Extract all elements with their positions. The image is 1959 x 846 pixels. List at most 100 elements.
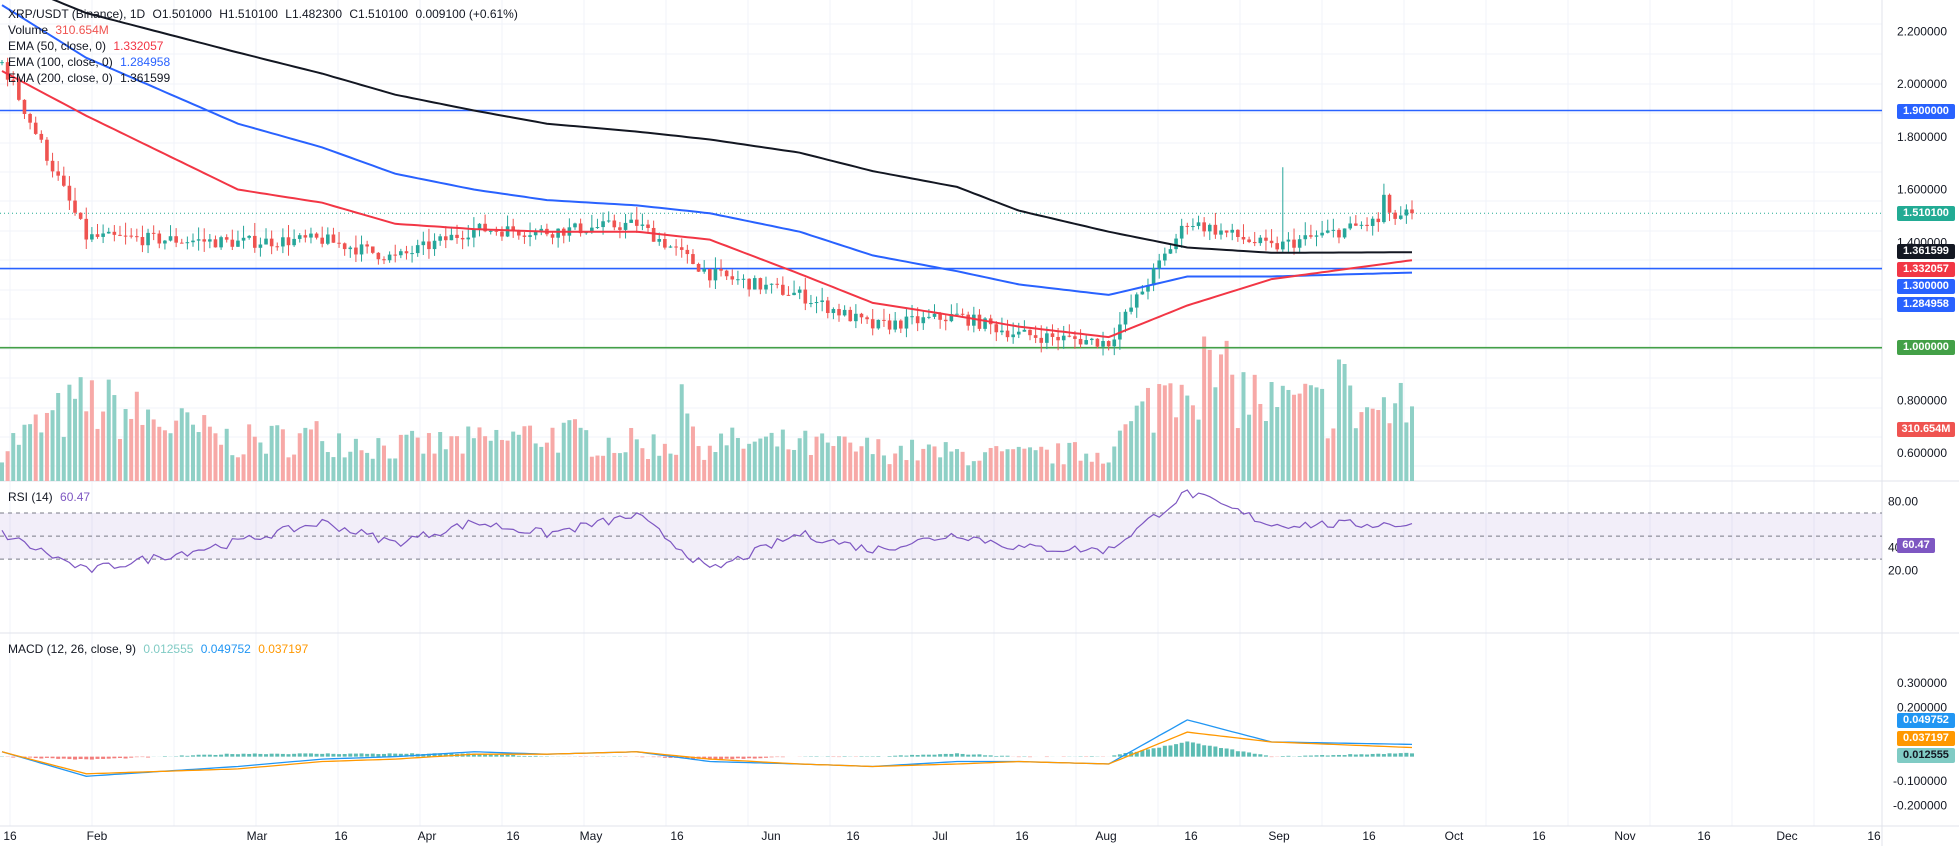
time-axis-label: Mar [247, 829, 268, 843]
macd-label[interactable]: MACD (12, 26, close, 9) [8, 642, 137, 656]
volume-bar [977, 460, 982, 481]
macd-hist-bar [275, 753, 280, 757]
candle-body [1106, 341, 1111, 347]
volume-bar [921, 448, 926, 481]
candle-body [1269, 240, 1274, 244]
candle-body [1325, 230, 1330, 233]
volume-bar [657, 455, 662, 481]
candle-body [893, 320, 897, 330]
volume-bar [1359, 412, 1364, 481]
macd-hist-bar [50, 756, 55, 759]
price-axis-label: 1.800000 [1897, 130, 1947, 144]
volume-bar [763, 436, 768, 481]
macd-hist-bar [1140, 750, 1145, 757]
volume-bar [578, 427, 583, 481]
candle-body [466, 237, 471, 240]
candle-body [1011, 334, 1015, 338]
volume-bar [286, 457, 291, 481]
macd-hist-bar [1190, 742, 1195, 757]
macd-hist-bar [741, 756, 746, 759]
macd-hist-bar [477, 754, 482, 757]
candle-body [634, 219, 639, 226]
ema100-label[interactable]: EMA (100, close, 0) [8, 55, 113, 69]
candle-body [1230, 229, 1235, 233]
volume-bar [584, 430, 589, 481]
volume-bar [1387, 423, 1392, 481]
candle-body [399, 251, 403, 256]
volume-bar [1123, 424, 1128, 481]
macd-hist-bar [179, 755, 184, 757]
candle-body [1280, 241, 1285, 250]
macd-hist-bar [1336, 754, 1341, 757]
volume-bar [0, 462, 4, 481]
time-axis-label: 16 [846, 829, 860, 843]
volume-bar [292, 454, 297, 481]
volume-bar [1247, 414, 1252, 481]
volume-label[interactable]: Volume [8, 23, 49, 37]
volume-bar [528, 425, 533, 481]
macd-hist-bar [488, 753, 493, 757]
volume-bar [1157, 384, 1162, 481]
macd-hist-bar [1331, 755, 1336, 757]
candle-body [84, 218, 89, 240]
macd-hist-bar [162, 756, 167, 757]
volume-bar [1022, 448, 1027, 481]
macd-hist-bar [1174, 744, 1179, 757]
volume-bar [539, 446, 544, 481]
candle-body [1028, 329, 1032, 336]
candle-body [696, 263, 701, 272]
macd-hist-bar [67, 756, 72, 760]
candle-body [365, 244, 369, 247]
volume-bar [50, 410, 55, 481]
macd-signal-tag: 0.037197 [1897, 731, 1955, 746]
macd-hist-bar [971, 754, 976, 757]
macd-hist-bar [359, 753, 364, 757]
volume-bar [1179, 384, 1184, 481]
candle-body [786, 294, 791, 296]
macd-hist-bar [735, 756, 740, 759]
ema50-label[interactable]: EMA (50, close, 0) [8, 39, 107, 53]
volume-bar [612, 452, 617, 481]
candle-body [1337, 229, 1341, 238]
volume-bar [151, 419, 156, 481]
time-axis-label: 16 [1697, 829, 1711, 843]
candle-body [241, 237, 246, 241]
macd-hist-bar [1376, 753, 1381, 757]
candle-body [1393, 212, 1397, 219]
volume-bar [455, 436, 460, 481]
volume-bar [971, 461, 976, 481]
volume-bar [690, 426, 695, 481]
macd-hist-bar [303, 753, 308, 757]
rsi-label[interactable]: RSI (14) [8, 490, 53, 504]
ema200-label[interactable]: EMA (200, close, 0) [8, 71, 113, 85]
symbol-label[interactable]: XRP/USDT (Binance), 1D [8, 7, 146, 21]
volume-bar [28, 424, 33, 481]
volume-bar [325, 452, 330, 481]
volume-bar [1196, 419, 1201, 481]
volume-bar [606, 437, 611, 481]
volume-bar [224, 428, 229, 481]
candle-body [612, 220, 617, 228]
candle-body [135, 236, 139, 238]
candle-body [657, 239, 662, 242]
candle-body [320, 237, 324, 244]
candle-body [910, 316, 914, 318]
candle-body [483, 223, 487, 232]
volume-bar [22, 424, 27, 481]
volume-bar [477, 427, 482, 481]
macd-hist-bar [185, 755, 190, 757]
candle-body [764, 284, 768, 290]
candle-body [129, 235, 134, 237]
candle-body [1207, 224, 1212, 232]
volume-bar [505, 440, 510, 481]
volume-bar [550, 427, 555, 481]
candle-body [1320, 232, 1324, 236]
macd-hist-bar [1252, 753, 1257, 757]
volume-bar [1398, 382, 1403, 481]
candle-body [865, 317, 869, 320]
volume-bar [949, 451, 954, 481]
macd-hist-bar [769, 756, 774, 758]
candle-body [1314, 235, 1319, 237]
volume-bar [140, 424, 145, 481]
